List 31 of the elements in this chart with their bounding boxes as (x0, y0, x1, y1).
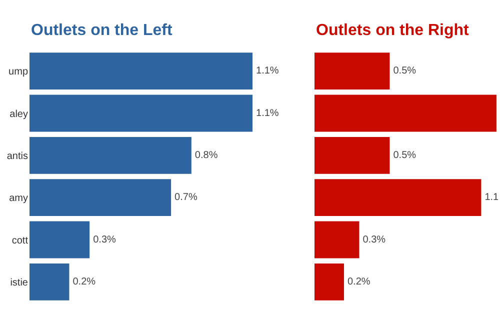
bar (314, 220, 360, 260)
bar (29, 178, 172, 218)
bar (314, 52, 391, 91)
y-tick-label: amy (9, 193, 28, 204)
data-label: 0.5% (393, 66, 416, 77)
chart-title: Outlets on the Left (31, 22, 173, 39)
bar (29, 52, 253, 91)
bar (314, 262, 345, 302)
bar (29, 262, 70, 302)
bar (29, 94, 253, 133)
y-tick-label: antis (6, 150, 28, 162)
data-label: 1.1% (256, 108, 279, 119)
chart-title: Outlets on the Right (316, 22, 470, 39)
data-label: 0.2% (347, 276, 370, 288)
y-tick-label: ump (8, 66, 28, 78)
data-label: 0.8% (194, 150, 218, 161)
data-label: 1.1% (256, 66, 279, 77)
data-label: 0.7% (174, 192, 198, 204)
data-label: 0.5% (393, 150, 416, 161)
y-tick-label: cott (12, 235, 28, 246)
data-label: 0.2% (72, 276, 96, 288)
data-label: 0.3% (93, 234, 116, 246)
bar (314, 94, 498, 133)
bar (314, 136, 391, 175)
y-tick-label: istie (10, 277, 28, 288)
data-label: 0.3% (362, 234, 386, 246)
data-label: 1.1 (484, 192, 500, 204)
bar (314, 178, 482, 218)
bar (29, 136, 192, 175)
y-tick-label: aley (10, 108, 28, 120)
bar (29, 220, 91, 260)
